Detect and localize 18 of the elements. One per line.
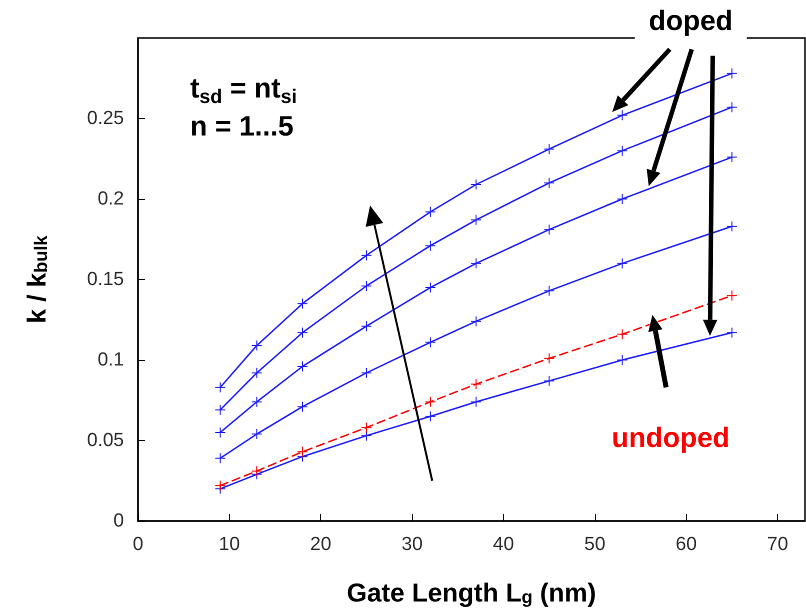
x-axis-title: Gate Length Lg (nm) (346, 578, 596, 608)
x-tick-label: 30 (402, 534, 423, 555)
text: doped (648, 4, 733, 36)
x-tick-label: 10 (218, 534, 240, 555)
x-tick-label: 60 (676, 534, 697, 555)
annotation: undoped (612, 422, 730, 453)
x-tick-label: 0 (132, 534, 144, 555)
x-tick-label: 40 (492, 534, 514, 555)
y-tick-label: 0.15 (87, 269, 124, 290)
y-tick-label: 0.2 (98, 188, 124, 210)
y-tick-label: 0.05 (87, 430, 124, 451)
x-tick-label: 20 (310, 534, 332, 555)
x-tick-label: 70 (767, 534, 788, 555)
y-axis-title: k / kbulk (21, 234, 52, 324)
y-tick-label: 0.1 (98, 350, 124, 370)
x-tick-label: 50 (584, 534, 606, 555)
y-tick-label: 0.25 (87, 108, 124, 129)
y-tick-label: 0 (113, 510, 124, 532)
